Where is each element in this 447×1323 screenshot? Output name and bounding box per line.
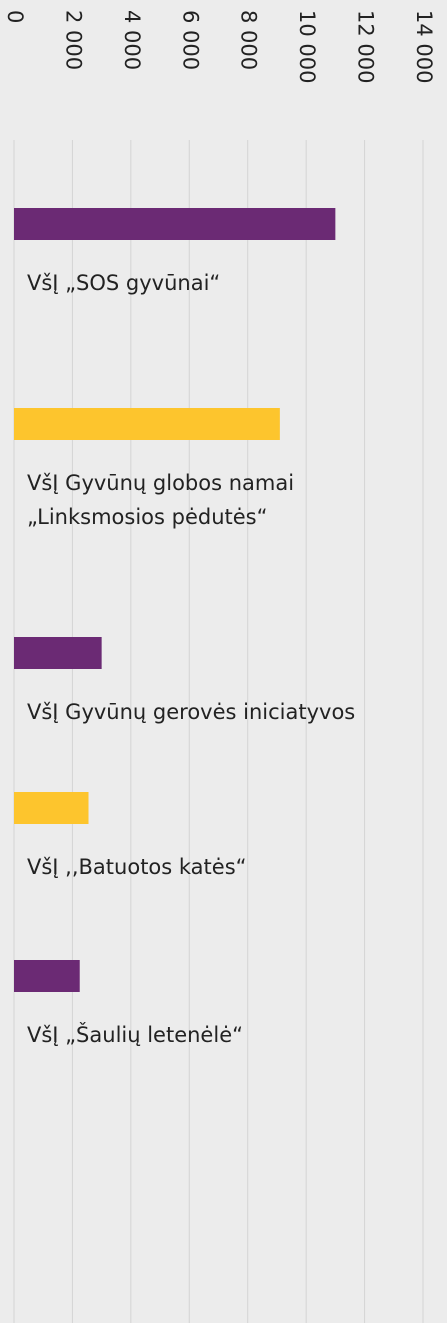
category-label: VšĮ ,,Batuotos katės“ [27,855,247,879]
x-tick-label: 4 000 [120,10,144,70]
x-tick-label: 6 000 [178,10,202,70]
x-tick-label: 0 [3,10,27,23]
bar [14,208,336,240]
x-tick-label: 10 000 [295,10,319,83]
bar [14,960,80,992]
category-label: VšĮ „Šaulių letenėlė“ [27,1023,243,1047]
x-tick-label: 12 000 [354,10,378,83]
x-tick-label: 14 000 [412,10,436,83]
bar [14,792,89,824]
category-label: VšĮ Gyvūnų gerovės iniciatyvos [27,700,356,724]
x-tick-label: 2 000 [61,10,85,70]
x-tick-label: 8 000 [237,10,261,70]
category-label: VšĮ Gyvūnų globos namai „Linksmosios pėd… [27,471,295,529]
category-label: VšĮ „SOS gyvūnai“ [27,271,221,295]
bar [14,408,280,440]
bar [14,637,102,669]
